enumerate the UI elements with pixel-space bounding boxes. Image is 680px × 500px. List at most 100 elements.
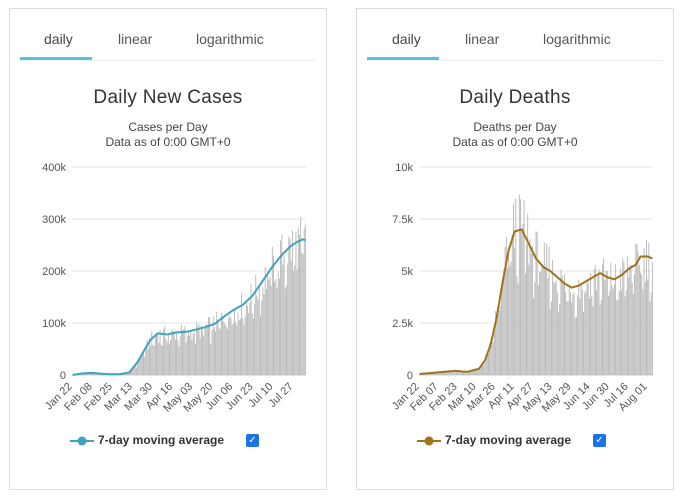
daily-value-bar [150,346,151,375]
daily-value-bar [566,301,567,375]
daily-value-bar [509,266,510,375]
daily-value-bar [623,262,624,375]
tab-linear[interactable]: linear [465,31,499,47]
daily-value-bar [587,279,588,375]
daily-value-bar [627,256,628,375]
daily-value-bar [553,282,554,375]
daily-value-bar [277,288,278,375]
daily-value-bar [609,291,610,375]
moving-average-checkbox[interactable]: ✓ [593,434,606,447]
daily-value-bar [604,280,605,375]
chart-data-timestamp: Data as of 0:00 GMT+0 [357,135,673,149]
daily-value-bar [512,235,513,375]
daily-value-bar [138,361,139,375]
daily-value-bar [467,373,468,375]
daily-value-bar [207,324,208,375]
daily-value-bar [482,366,483,375]
daily-value-bar [234,309,235,375]
daily-value-bar [156,336,157,375]
y-tick-label: 7.5k [392,214,413,226]
daily-value-bar [534,282,535,375]
daily-value-bar [247,306,248,375]
daily-value-bar [492,339,493,375]
daily-value-bar [210,343,211,375]
daily-value-bar [174,331,175,375]
moving-average-line [73,239,306,375]
daily-value-bar [220,329,221,375]
daily-value-bar [617,299,618,375]
daily-value-bar [552,260,553,375]
daily-value-bar [269,277,270,375]
daily-value-bar [565,292,566,375]
daily-value-bar [304,229,305,375]
daily-value-bar [616,300,617,375]
legend-label[interactable]: 7-day moving average [445,433,571,447]
daily-value-bar [165,339,166,375]
daily-value-bar [488,354,489,375]
daily-value-bar [195,344,196,375]
daily-value-bar [642,289,643,375]
daily-value-bar [594,269,595,375]
daily-value-bar [188,333,189,375]
daily-value-bar [200,337,201,375]
daily-value-bar [547,278,548,375]
daily-value-bar [201,325,202,375]
chart-title: Daily New Cases [10,87,326,109]
tab-logarithmic[interactable]: logarithmic [196,31,264,47]
daily-value-bar [539,272,540,375]
chart-scale-tabs: daily linear logarithmic [357,9,673,59]
daily-value-bar [260,316,261,375]
daily-value-bar [173,331,174,375]
daily-value-bar [158,343,159,375]
daily-value-bar [212,330,213,375]
tab-daily[interactable]: daily [392,31,421,47]
daily-value-bar [264,294,265,375]
daily-value-bar [622,258,623,375]
daily-value-bar [305,224,306,375]
daily-value-bar [537,232,538,375]
daily-value-bar [236,325,237,375]
daily-value-bar [574,292,575,375]
tab-linear[interactable]: linear [118,31,152,47]
daily-value-bar [145,349,146,375]
tab-logarithmic[interactable]: logarithmic [543,31,611,47]
tab-daily[interactable]: daily [44,31,73,47]
daily-value-bar [157,334,158,375]
daily-value-bar [593,306,594,375]
daily-value-bar [298,227,299,375]
daily-value-bar [265,267,266,375]
daily-value-bar [221,313,222,375]
daily-value-bar [143,352,144,375]
daily-value-bar [282,264,283,375]
daily-value-bar [499,310,500,375]
daily-value-bar [513,204,514,375]
daily-value-bar [556,280,557,375]
legend-label[interactable]: 7-day moving average [98,433,224,447]
daily-value-bar [634,274,635,375]
daily-value-bar [183,329,184,375]
daily-value-bar [641,275,642,375]
daily-value-bar [521,230,522,375]
daily-value-bar [528,265,529,375]
daily-value-bar [154,346,155,375]
daily-value-bar [303,254,304,375]
daily-value-bar [285,289,286,375]
daily-value-bar [243,325,244,375]
daily-value-bar [458,372,459,375]
daily-value-bar [517,276,518,375]
daily-value-bar [550,309,551,375]
daily-value-bar [169,344,170,375]
daily-value-bar [229,315,230,375]
daily-value-bar [290,239,291,375]
daily-value-bar [163,329,164,375]
daily-value-bar [508,252,509,375]
daily-value-bar [178,346,179,375]
daily-value-bar [646,240,647,375]
daily-value-bar [559,304,560,375]
daily-value-bar [638,251,639,375]
daily-value-bar [189,336,190,375]
y-tick-label: 0 [60,370,66,382]
daily-value-bar [518,283,519,375]
moving-average-checkbox[interactable]: ✓ [246,434,259,447]
daily-value-bar [569,284,570,375]
